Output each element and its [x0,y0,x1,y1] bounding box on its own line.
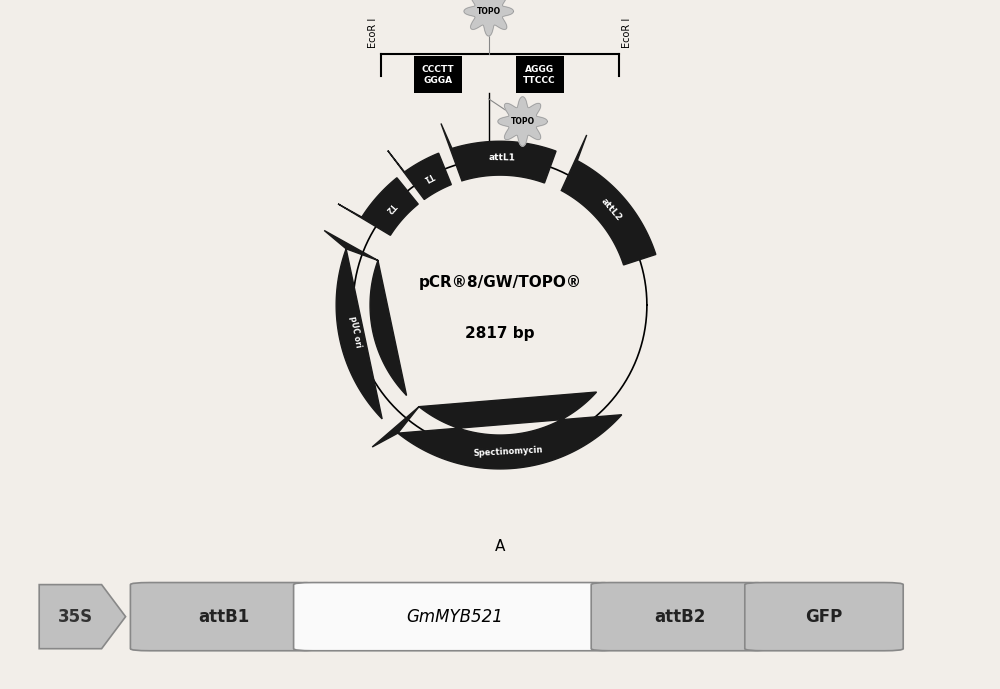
FancyBboxPatch shape [294,583,615,650]
Polygon shape [338,178,418,236]
Text: attL2: attL2 [600,196,624,223]
Polygon shape [498,96,547,146]
FancyBboxPatch shape [591,583,769,650]
Text: TOPO: TOPO [477,7,501,16]
Polygon shape [561,135,656,265]
Text: EcoR I: EcoR I [368,18,378,48]
Text: AGGG
TTCCC: AGGG TTCCC [523,65,556,85]
Text: T2: T2 [383,200,397,215]
Text: 2817 bp: 2817 bp [465,326,535,341]
FancyBboxPatch shape [130,583,318,650]
FancyBboxPatch shape [516,56,564,93]
Text: attB2: attB2 [654,608,706,626]
Polygon shape [372,392,622,469]
Text: Spectinomycin: Spectinomycin [473,446,543,458]
Text: EcoR I: EcoR I [622,18,632,48]
Polygon shape [324,231,407,419]
FancyBboxPatch shape [414,56,462,93]
Text: T1: T1 [422,170,436,183]
Text: attB1: attB1 [198,608,250,626]
Text: GmMYB521: GmMYB521 [406,608,503,626]
Text: 35S: 35S [58,608,93,626]
FancyBboxPatch shape [745,583,903,650]
Text: A: A [495,539,505,554]
Polygon shape [464,0,513,36]
Polygon shape [388,151,451,200]
Text: attL1: attL1 [489,154,516,163]
Text: GFP: GFP [805,608,843,626]
Polygon shape [39,584,126,649]
Polygon shape [441,123,556,183]
Text: pUC ori: pUC ori [348,316,363,348]
Text: pCR®8/GW/TOPO®: pCR®8/GW/TOPO® [418,275,582,290]
Text: TOPO: TOPO [511,117,535,126]
Text: CCCTT
GGGA: CCCTT GGGA [422,65,454,85]
